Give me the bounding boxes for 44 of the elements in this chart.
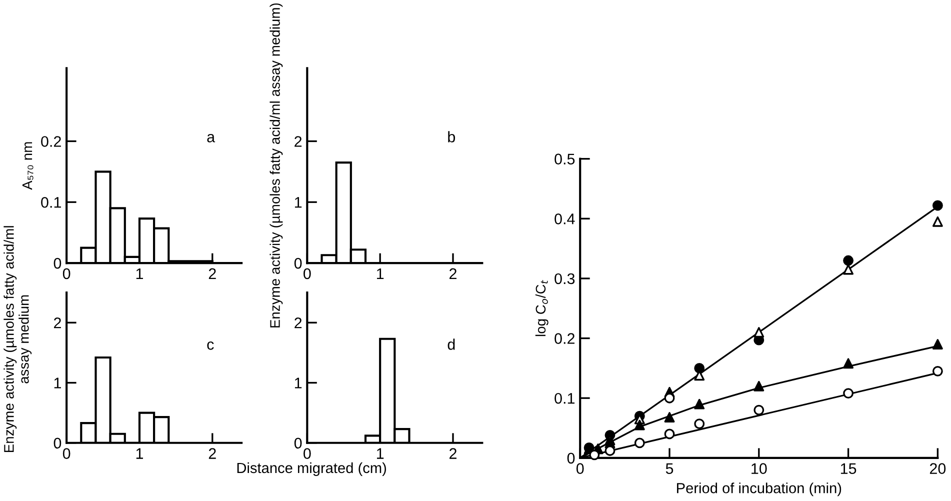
x-tick-label: 2 xyxy=(208,268,216,279)
y-tick-label: 0.1 xyxy=(554,392,575,404)
y-tick-label: 0 xyxy=(294,438,302,449)
x-tick-label: 15 xyxy=(840,463,856,474)
y-axis-title: A₅₇₀ nm xyxy=(22,142,34,190)
y-tick-label: 1 xyxy=(54,378,61,388)
x-tick-label: 0 xyxy=(304,448,311,459)
annotation: d xyxy=(448,338,455,350)
y-tick-label: 0.2 xyxy=(41,136,61,147)
y-tick-label: 0 xyxy=(54,438,62,449)
x-tick-label: 5 xyxy=(666,463,674,474)
annotation: c xyxy=(207,341,214,350)
y-axis-title: Enzyme activity (µmoles fatty acid/ml assay medium xyxy=(4,226,32,452)
y-tick-label: 0.1 xyxy=(41,196,61,208)
annotation: b xyxy=(448,131,456,142)
x-tick-label: 1 xyxy=(136,448,143,459)
x-tick-label: 20 xyxy=(930,463,946,474)
y-tick-label: 2 xyxy=(294,318,302,328)
y-tick-label: 0 xyxy=(54,258,62,269)
y-tick-label: 1 xyxy=(294,197,302,208)
y-tick-label: 0.4 xyxy=(554,214,575,224)
y-axis-title: log C$_{o}$/C$_{t}$ xyxy=(535,280,548,336)
annotation: a xyxy=(207,134,216,142)
y-tick-label: 2 xyxy=(54,318,61,328)
y-tick-label: 2 xyxy=(294,136,302,147)
x-tick-label: 0 xyxy=(576,463,584,474)
x-axis-title: Period of incubation (min) xyxy=(677,482,842,496)
x-tick-label: 1 xyxy=(377,448,384,459)
x-axis-title: Distance migrated (cm) xyxy=(237,462,386,476)
y-tick-label: 0.5 xyxy=(554,154,575,165)
y-tick-label: 0.2 xyxy=(554,333,574,344)
y-tick-label: 1 xyxy=(294,378,302,388)
x-tick-label: 1 xyxy=(377,268,384,279)
y-axis-title: Enzyme activity (µmoles fatty acid/ml assay medium) xyxy=(270,3,283,328)
x-tick-label: 2 xyxy=(450,448,456,459)
y-tick-label: 0.3 xyxy=(554,273,575,284)
x-tick-label: 10 xyxy=(752,463,767,474)
x-tick-label: 0 xyxy=(62,448,70,459)
x-tick-label: 2 xyxy=(208,448,216,459)
y-tick-label: 0 xyxy=(294,258,302,269)
x-tick-label: 0 xyxy=(62,268,70,280)
x-tick-label: 0 xyxy=(304,268,311,280)
x-tick-label: 1 xyxy=(136,268,143,279)
x-tick-label: 2 xyxy=(450,268,456,279)
